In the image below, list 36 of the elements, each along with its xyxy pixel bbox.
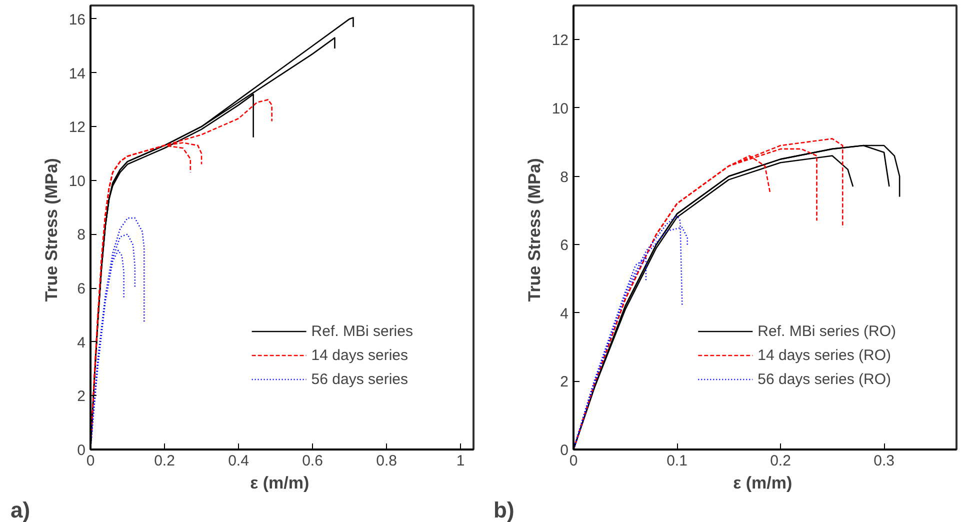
y-axis-title: True Stress (MPa): [42, 158, 61, 302]
legend-label: 14 days series (RO): [758, 346, 892, 364]
legend-label: Ref. MBi series (RO): [758, 322, 896, 340]
legend-label: 56 days series: [311, 370, 408, 388]
legend-label: Ref. MBi series: [311, 322, 413, 340]
text: b): [494, 498, 514, 522]
x-tick-label: 0.6: [302, 452, 323, 470]
x-axis-title: ε (m/m): [733, 474, 792, 492]
x-axis-title: ε (m/m): [250, 474, 310, 492]
x-tick-label: 1: [456, 452, 465, 470]
y-tick-label: 10: [68, 172, 86, 190]
y-tick-label: 12: [552, 32, 569, 50]
x-tick-label: 0.4: [228, 452, 249, 470]
y-tick-label: 12: [68, 119, 86, 136]
y-axis-title: True Stress (MPa): [524, 158, 544, 302]
y-tick-label: 4: [560, 305, 568, 322]
y-tick-label: 10: [552, 100, 569, 118]
y-tick-label: 8: [560, 168, 568, 186]
y-tick-label: 14: [68, 65, 86, 82]
legend-label: 14 days series: [311, 346, 408, 364]
x-tick-label: 0.2: [770, 452, 791, 470]
x-tick-label: 0.8: [376, 452, 397, 470]
y-tick-label: 2: [77, 388, 86, 406]
y-tick-label: 16: [68, 11, 86, 28]
x-tick-label: 0.3: [874, 452, 894, 470]
y-tick-label: 8: [77, 226, 86, 244]
y-tick-label: 6: [560, 237, 568, 254]
legend-label: 56 days series (RO): [758, 370, 892, 388]
text: a): [10, 498, 30, 522]
y-tick-label: 2: [560, 374, 568, 391]
y-tick-label: 0: [560, 442, 568, 459]
y-tick-label: 0: [77, 442, 86, 459]
y-tick-label: 6: [77, 280, 86, 298]
x-tick-label: 0.1: [666, 452, 688, 470]
x-tick-label: 0.2: [154, 452, 175, 470]
y-tick-label: 4: [77, 334, 86, 352]
